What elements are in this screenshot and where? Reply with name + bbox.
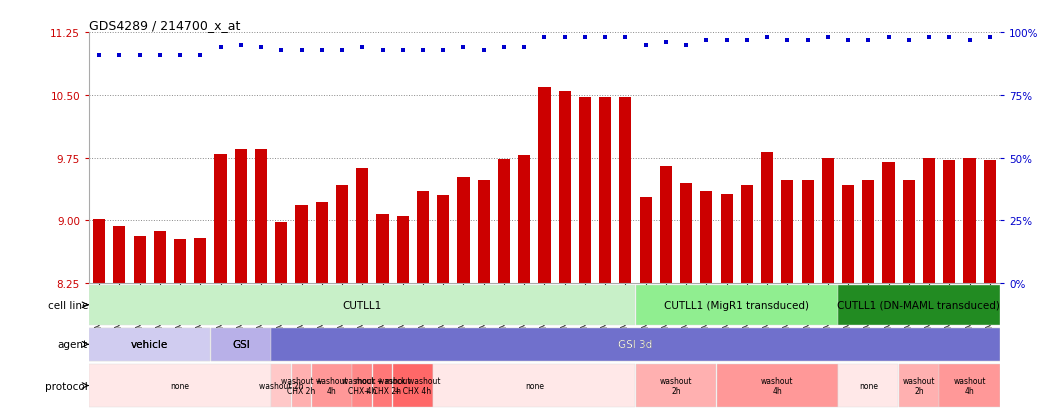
Bar: [235, 150, 247, 284]
Bar: [741, 186, 753, 284]
Bar: [943, 161, 955, 284]
Text: protocol: protocol: [45, 381, 88, 391]
Bar: [215, 154, 226, 284]
Bar: [356, 169, 369, 284]
Bar: [275, 223, 287, 284]
Bar: [802, 181, 814, 284]
Text: CUTLL1 (MigR1 transduced): CUTLL1 (MigR1 transduced): [664, 300, 809, 310]
Text: mock washout
+ CHX 2h: mock washout + CHX 2h: [355, 376, 410, 395]
Text: vehicle: vehicle: [131, 339, 169, 349]
Bar: [839, 285, 1000, 325]
Bar: [720, 194, 733, 284]
Text: vehicle: vehicle: [131, 339, 169, 349]
Bar: [271, 328, 1000, 361]
Bar: [195, 238, 206, 284]
Bar: [939, 364, 1000, 407]
Text: GDS4289 / 214700_x_at: GDS4289 / 214700_x_at: [89, 19, 241, 32]
Bar: [599, 98, 611, 284]
Text: GSI 3d: GSI 3d: [619, 339, 652, 349]
Text: washout +
CHX 4h: washout + CHX 4h: [341, 376, 383, 395]
Bar: [271, 364, 291, 407]
Bar: [210, 328, 271, 361]
Text: none: none: [525, 381, 543, 390]
Bar: [210, 328, 271, 361]
Bar: [883, 162, 894, 284]
Bar: [822, 158, 833, 284]
Text: washout
4h: washout 4h: [761, 376, 794, 395]
Text: CUTLL1: CUTLL1: [342, 300, 382, 310]
Bar: [559, 92, 571, 284]
Bar: [89, 328, 210, 361]
Bar: [292, 364, 311, 407]
Bar: [761, 152, 773, 284]
Text: washout
2h: washout 2h: [903, 376, 935, 395]
Bar: [963, 158, 976, 284]
Bar: [717, 364, 838, 407]
Bar: [89, 285, 636, 325]
Bar: [681, 183, 692, 284]
Bar: [579, 98, 591, 284]
Bar: [113, 227, 126, 284]
Bar: [518, 156, 530, 284]
Bar: [312, 364, 352, 407]
Bar: [781, 181, 794, 284]
Text: CUTLL1 (DN-MAML transduced): CUTLL1 (DN-MAML transduced): [838, 300, 1000, 310]
Bar: [393, 364, 432, 407]
Bar: [417, 192, 429, 284]
Bar: [636, 364, 716, 407]
Bar: [458, 178, 469, 284]
Bar: [640, 197, 651, 284]
Bar: [174, 239, 186, 284]
Bar: [984, 161, 996, 284]
Bar: [636, 285, 838, 325]
Bar: [373, 364, 393, 407]
Text: agent: agent: [58, 339, 88, 349]
Bar: [903, 181, 915, 284]
Bar: [839, 364, 898, 407]
Bar: [255, 150, 267, 284]
Text: mock washout
+ CHX 4h: mock washout + CHX 4h: [385, 376, 441, 395]
Text: none: none: [859, 381, 877, 390]
Bar: [89, 364, 271, 407]
Bar: [700, 192, 712, 284]
Bar: [316, 203, 328, 284]
Text: GSI: GSI: [232, 339, 249, 349]
Bar: [295, 206, 308, 284]
Bar: [134, 236, 146, 284]
Bar: [336, 186, 348, 284]
Bar: [899, 364, 939, 407]
Bar: [863, 181, 874, 284]
Text: cell line: cell line: [47, 300, 88, 310]
Bar: [923, 158, 935, 284]
Text: washout
4h: washout 4h: [315, 376, 349, 395]
Bar: [498, 160, 510, 284]
Bar: [438, 196, 449, 284]
Bar: [93, 219, 105, 284]
Text: washout
4h: washout 4h: [953, 376, 986, 395]
Bar: [842, 186, 854, 284]
Bar: [433, 364, 636, 407]
Bar: [353, 364, 372, 407]
Text: none: none: [171, 381, 190, 390]
Bar: [154, 231, 165, 284]
Bar: [538, 87, 551, 284]
Bar: [660, 167, 672, 284]
Bar: [89, 328, 210, 361]
Bar: [397, 217, 408, 284]
Bar: [477, 181, 490, 284]
Text: GSI 3d: GSI 3d: [619, 339, 652, 349]
Bar: [377, 214, 388, 284]
Text: washout 2h: washout 2h: [259, 381, 304, 390]
Text: GSI: GSI: [232, 339, 249, 349]
Text: washout +
CHX 2h: washout + CHX 2h: [281, 376, 322, 395]
Bar: [271, 328, 1000, 361]
Bar: [620, 97, 631, 284]
Text: washout
2h: washout 2h: [660, 376, 692, 395]
